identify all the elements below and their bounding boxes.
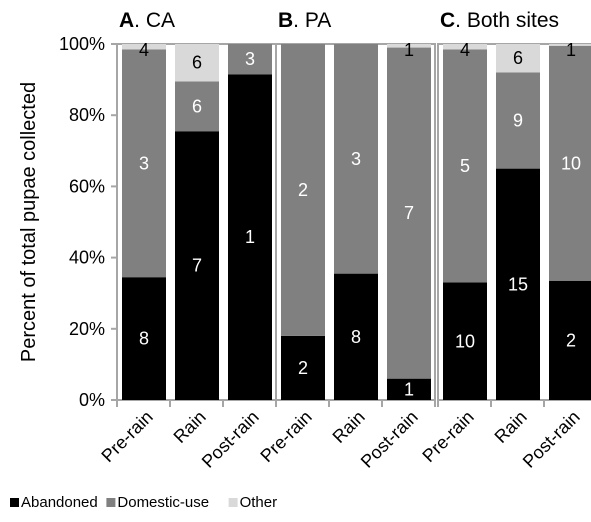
bar-value-label: 8 xyxy=(351,327,361,347)
bar-value-label: 2 xyxy=(566,330,576,350)
bar-segment-domestic-use xyxy=(387,47,431,379)
bar-value-label: 3 xyxy=(245,49,255,69)
panel-title: B. PA xyxy=(278,9,331,32)
y-tick-label: 80% xyxy=(69,105,105,125)
panel-letter: A xyxy=(119,9,134,32)
x-category-label: Rain xyxy=(491,407,531,447)
bar-segment-domestic-use xyxy=(549,45,591,281)
bar-segment-other xyxy=(549,44,591,46)
bar-segment-domestic-use xyxy=(122,49,166,278)
bar-segment-domestic-use xyxy=(443,49,487,283)
bar-segment-other xyxy=(387,44,431,48)
x-category-label: Rain xyxy=(170,407,210,447)
bar-segment-other xyxy=(496,44,540,73)
bar-value-label: 15 xyxy=(508,274,528,294)
y-tick-label: 60% xyxy=(69,176,105,196)
bar-segment-abandoned xyxy=(122,277,166,400)
y-axis-title: Percent of total pupae collected xyxy=(18,82,40,362)
panel-title: C. Both sites xyxy=(440,9,559,32)
bar-value-label: 4 xyxy=(139,40,149,60)
panel-letter: C xyxy=(440,9,455,32)
bar-value-label: 7 xyxy=(192,256,202,276)
y-tick-label: 0% xyxy=(79,390,105,410)
bar-segment-other xyxy=(443,44,487,50)
bar-value-label: 2 xyxy=(298,358,308,378)
x-category-label: Rain xyxy=(329,407,369,447)
bar-segment-abandoned xyxy=(281,335,325,400)
bar-value-label: 3 xyxy=(139,153,149,173)
bar-segment-other xyxy=(122,44,166,50)
bar-value-label: 1 xyxy=(404,40,414,60)
legend-swatch-other xyxy=(228,498,238,507)
legend-label: Domestic-use xyxy=(117,494,209,511)
bar-segment-abandoned xyxy=(496,168,540,400)
y-tick-label: 100% xyxy=(59,34,105,54)
bar-segment-other xyxy=(175,44,219,82)
bar-value-label: 5 xyxy=(460,156,470,176)
bar-segment-domestic-use xyxy=(228,44,272,75)
bar-value-label: 10 xyxy=(561,153,581,173)
bar-value-label: 1 xyxy=(245,227,255,247)
bar-segment-abandoned xyxy=(549,280,591,400)
legend-label: Abandoned xyxy=(21,494,98,511)
legend-swatch-domestic-use xyxy=(106,498,116,507)
bar-value-label: 7 xyxy=(404,203,414,223)
bar-segment-domestic-use xyxy=(334,44,378,274)
bar-value-label: 8 xyxy=(139,329,149,349)
panel-title-text: . PA xyxy=(293,9,331,32)
bar-segment-abandoned xyxy=(175,131,219,400)
panel-title: A. CA xyxy=(119,9,175,32)
bar-segment-abandoned xyxy=(443,282,487,400)
bar-value-label: 6 xyxy=(192,96,202,116)
bar-value-label: 9 xyxy=(513,111,523,131)
x-category-label: Pre-rain xyxy=(97,407,156,466)
legend-label: Other xyxy=(240,494,278,511)
bar-value-label: 1 xyxy=(404,379,414,399)
bar-value-label: 10 xyxy=(455,331,475,351)
y-tick-label: 40% xyxy=(69,248,105,268)
y-tick-label: 20% xyxy=(69,319,105,339)
bar-value-label: 4 xyxy=(460,40,470,60)
bar-segment-abandoned xyxy=(228,74,272,400)
bar-segment-abandoned xyxy=(334,273,378,400)
panel-title-text: . Both sites xyxy=(455,9,559,32)
bar-value-label: 1 xyxy=(566,40,576,60)
bar-value-label: 3 xyxy=(351,149,361,169)
bar-segment-abandoned xyxy=(387,378,431,400)
legend-swatch-abandoned xyxy=(10,498,19,507)
x-category-label: Pre-rain xyxy=(418,407,477,466)
bar-value-label: 6 xyxy=(192,53,202,73)
bar-segment-domestic-use xyxy=(175,81,219,132)
bar-value-label: 2 xyxy=(298,180,308,200)
panel-title-text: . CA xyxy=(134,9,175,32)
bar-segment-domestic-use xyxy=(281,44,325,336)
bar-value-label: 6 xyxy=(513,48,523,68)
x-category-label: Post-rain xyxy=(198,407,263,472)
panel-letter: B xyxy=(278,9,293,32)
x-category-label: Post-rain xyxy=(357,407,422,472)
x-category-label: Pre-rain xyxy=(256,407,315,466)
x-category-label: Post-rain xyxy=(519,407,584,472)
bar-segment-domestic-use xyxy=(496,72,540,169)
